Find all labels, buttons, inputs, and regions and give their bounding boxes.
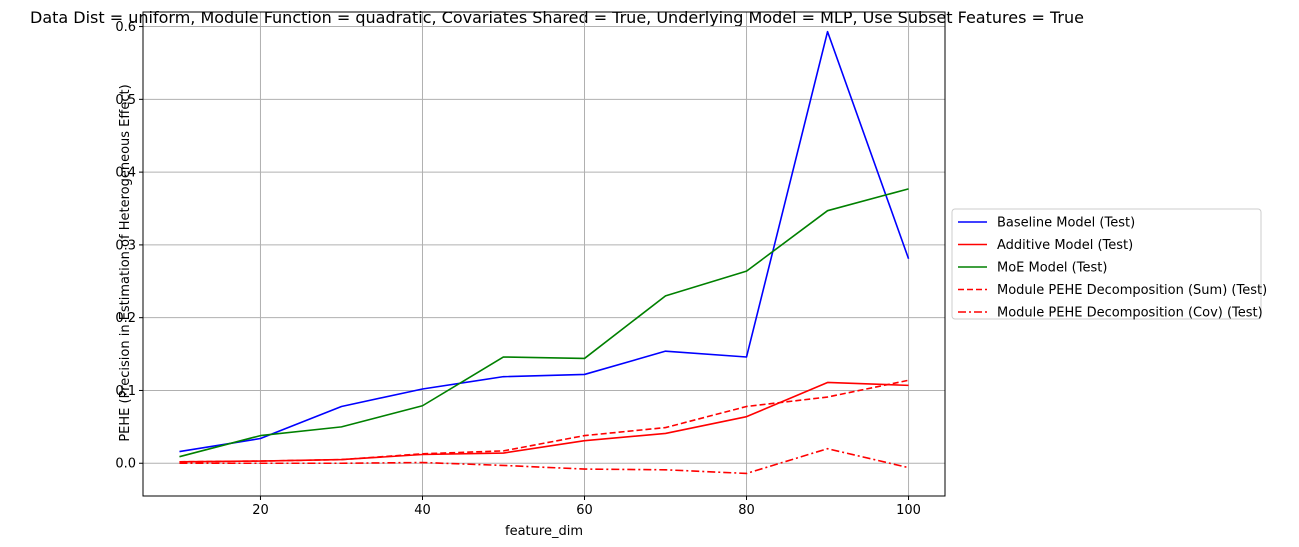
x-tick-label: 100	[896, 503, 921, 518]
chart-title: Data Dist = uniform, Module Function = q…	[30, 8, 1084, 27]
x-tick-label: 80	[738, 503, 755, 518]
x-tick-label: 60	[576, 503, 593, 518]
legend-label-3: MoE Model (Test)	[997, 261, 1107, 276]
y-tick-label: 0.6	[115, 20, 136, 35]
y-tick-label: 0.3	[115, 238, 136, 253]
grid	[143, 12, 945, 496]
y-axis-ticks: 0.0 0.1 0.2 0.3 0.4 0.5 0.6	[115, 20, 143, 472]
series-line-3	[179, 188, 909, 458]
series-line-4	[179, 379, 909, 463]
legend-label-5: Module PEHE Decomposition (Cov) (Test)	[997, 306, 1263, 321]
y-axis-label: PEHE (Precision in Estimation of Heterog…	[118, 84, 133, 441]
plot-area-frame	[142, 11, 946, 497]
x-tick-label: 40	[414, 503, 431, 518]
legend-label-1: Baseline Model (Test)	[997, 216, 1135, 231]
series-line-1	[179, 30, 910, 453]
series-lines	[179, 30, 910, 475]
y-tick-label: 0.5	[115, 93, 136, 108]
y-tick-label: 0.4	[115, 166, 136, 181]
y-tick-label: 0.0	[115, 457, 136, 472]
legend-box	[951, 208, 1262, 320]
y-tick-label: 0.1	[115, 384, 136, 399]
x-axis-label: feature_dim	[505, 524, 583, 539]
x-tick-label: 20	[252, 503, 269, 518]
legend-label-2: Additive Model (Test)	[997, 238, 1133, 253]
legend-label-4: Module PEHE Decomposition (Sum) (Test)	[997, 283, 1267, 298]
x-axis-ticks: 20 40 60 80 100	[252, 496, 921, 518]
y-tick-label: 0.2	[115, 311, 136, 326]
series-line-2	[179, 381, 909, 463]
series-line-5	[179, 447, 909, 475]
legend: Baseline Model (Test) Additive Model (Tes…	[951, 208, 1267, 321]
